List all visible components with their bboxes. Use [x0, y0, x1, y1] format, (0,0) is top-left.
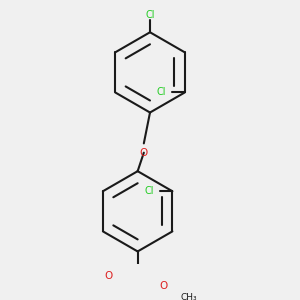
- Text: O: O: [140, 148, 148, 158]
- Text: Cl: Cl: [145, 10, 155, 20]
- Text: O: O: [159, 281, 167, 291]
- Text: O: O: [105, 271, 113, 281]
- Text: Cl: Cl: [144, 186, 154, 196]
- Text: CH₃: CH₃: [181, 293, 197, 300]
- Text: Cl: Cl: [157, 88, 166, 98]
